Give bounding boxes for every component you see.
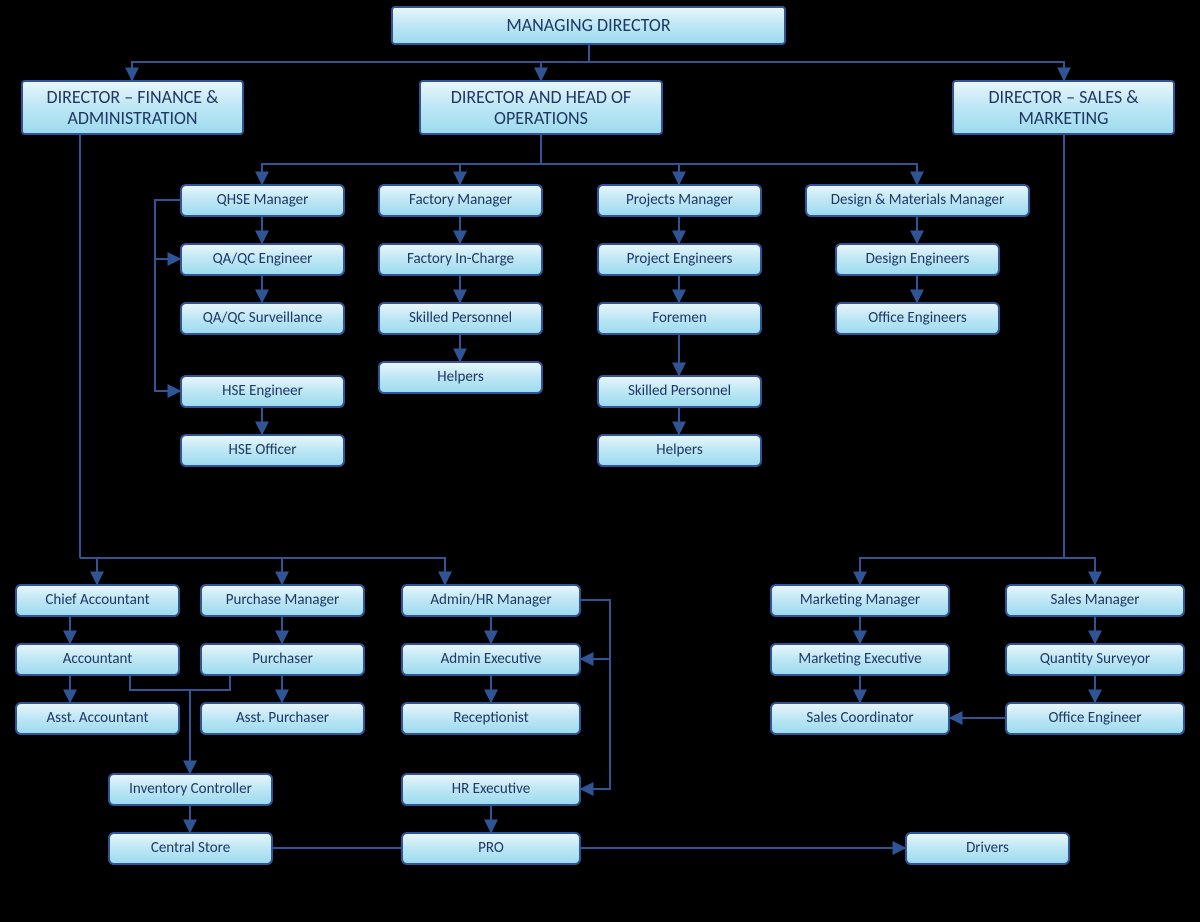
node-hse_off: HSE Officer: [180, 434, 345, 467]
node-purchaser: Purchaser: [200, 643, 365, 676]
node-mkt_mgr: Marketing Manager: [770, 584, 950, 617]
edge: [262, 135, 917, 184]
node-asst_acc: Asst. Accountant: [15, 702, 180, 735]
org-chart: { "type": "org-chart", "background_color…: [0, 0, 1200, 922]
node-skilled1: Skilled Personnel: [378, 302, 543, 335]
node-proj_mgr: Projects Manager: [597, 184, 762, 217]
node-md: MANAGING DIRECTOR: [391, 6, 786, 45]
node-mkt_exec: Marketing Executive: [770, 643, 950, 676]
node-admin_exec: Admin Executive: [401, 643, 581, 676]
node-drivers: Drivers: [905, 832, 1070, 865]
node-dir_sales: DIRECTOR – SALES & MARKETING: [952, 80, 1175, 135]
node-qaqc_surv: QA/QC Surveillance: [180, 302, 345, 335]
node-accountant: Accountant: [15, 643, 180, 676]
node-cent_store: Central Store: [108, 832, 273, 865]
node-design_eng: Design Engineers: [835, 243, 1000, 276]
node-inv_ctrl: Inventory Controller: [108, 773, 273, 806]
node-fac_mgr: Factory Manager: [378, 184, 543, 217]
node-chief_acc: Chief Accountant: [15, 584, 180, 617]
node-hr_exec: HR Executive: [401, 773, 581, 806]
node-qty_surv: Quantity Surveyor: [1005, 643, 1185, 676]
node-office_eng2: Office Engineer: [1005, 702, 1185, 735]
node-qhse_mgr: QHSE Manager: [180, 184, 345, 217]
node-asst_purch: Asst. Purchaser: [200, 702, 365, 735]
node-sales_coord: Sales Coordinator: [770, 702, 950, 735]
node-office_eng1: Office Engineers: [835, 302, 1000, 335]
node-skilled2: Skilled Personnel: [597, 375, 762, 408]
edge: [132, 45, 1064, 80]
node-dir_fin: DIRECTOR – FINANCE & ADMINISTRATION: [21, 80, 244, 135]
edge: [190, 676, 230, 690]
edge: [155, 200, 180, 391]
node-admin_mgr: Admin/HR Manager: [401, 584, 581, 617]
node-dir_ops: DIRECTOR AND HEAD OF OPERATIONS: [419, 80, 663, 135]
node-helpers2: Helpers: [597, 434, 762, 467]
node-pro: PRO: [401, 832, 581, 865]
node-recep: Receptionist: [401, 702, 581, 735]
node-purch_mgr: Purchase Manager: [200, 584, 365, 617]
node-foremen: Foremen: [597, 302, 762, 335]
node-helpers1: Helpers: [378, 361, 543, 394]
edge: [581, 600, 610, 789]
node-dm_mgr: Design & Materials Manager: [805, 184, 1030, 217]
node-qaqc_eng: QA/QC Engineer: [180, 243, 345, 276]
node-sales_mgr: Sales Manager: [1005, 584, 1185, 617]
node-proj_eng: Project Engineers: [597, 243, 762, 276]
node-hse_eng: HSE Engineer: [180, 375, 345, 408]
node-fac_ic: Factory In-Charge: [378, 243, 543, 276]
